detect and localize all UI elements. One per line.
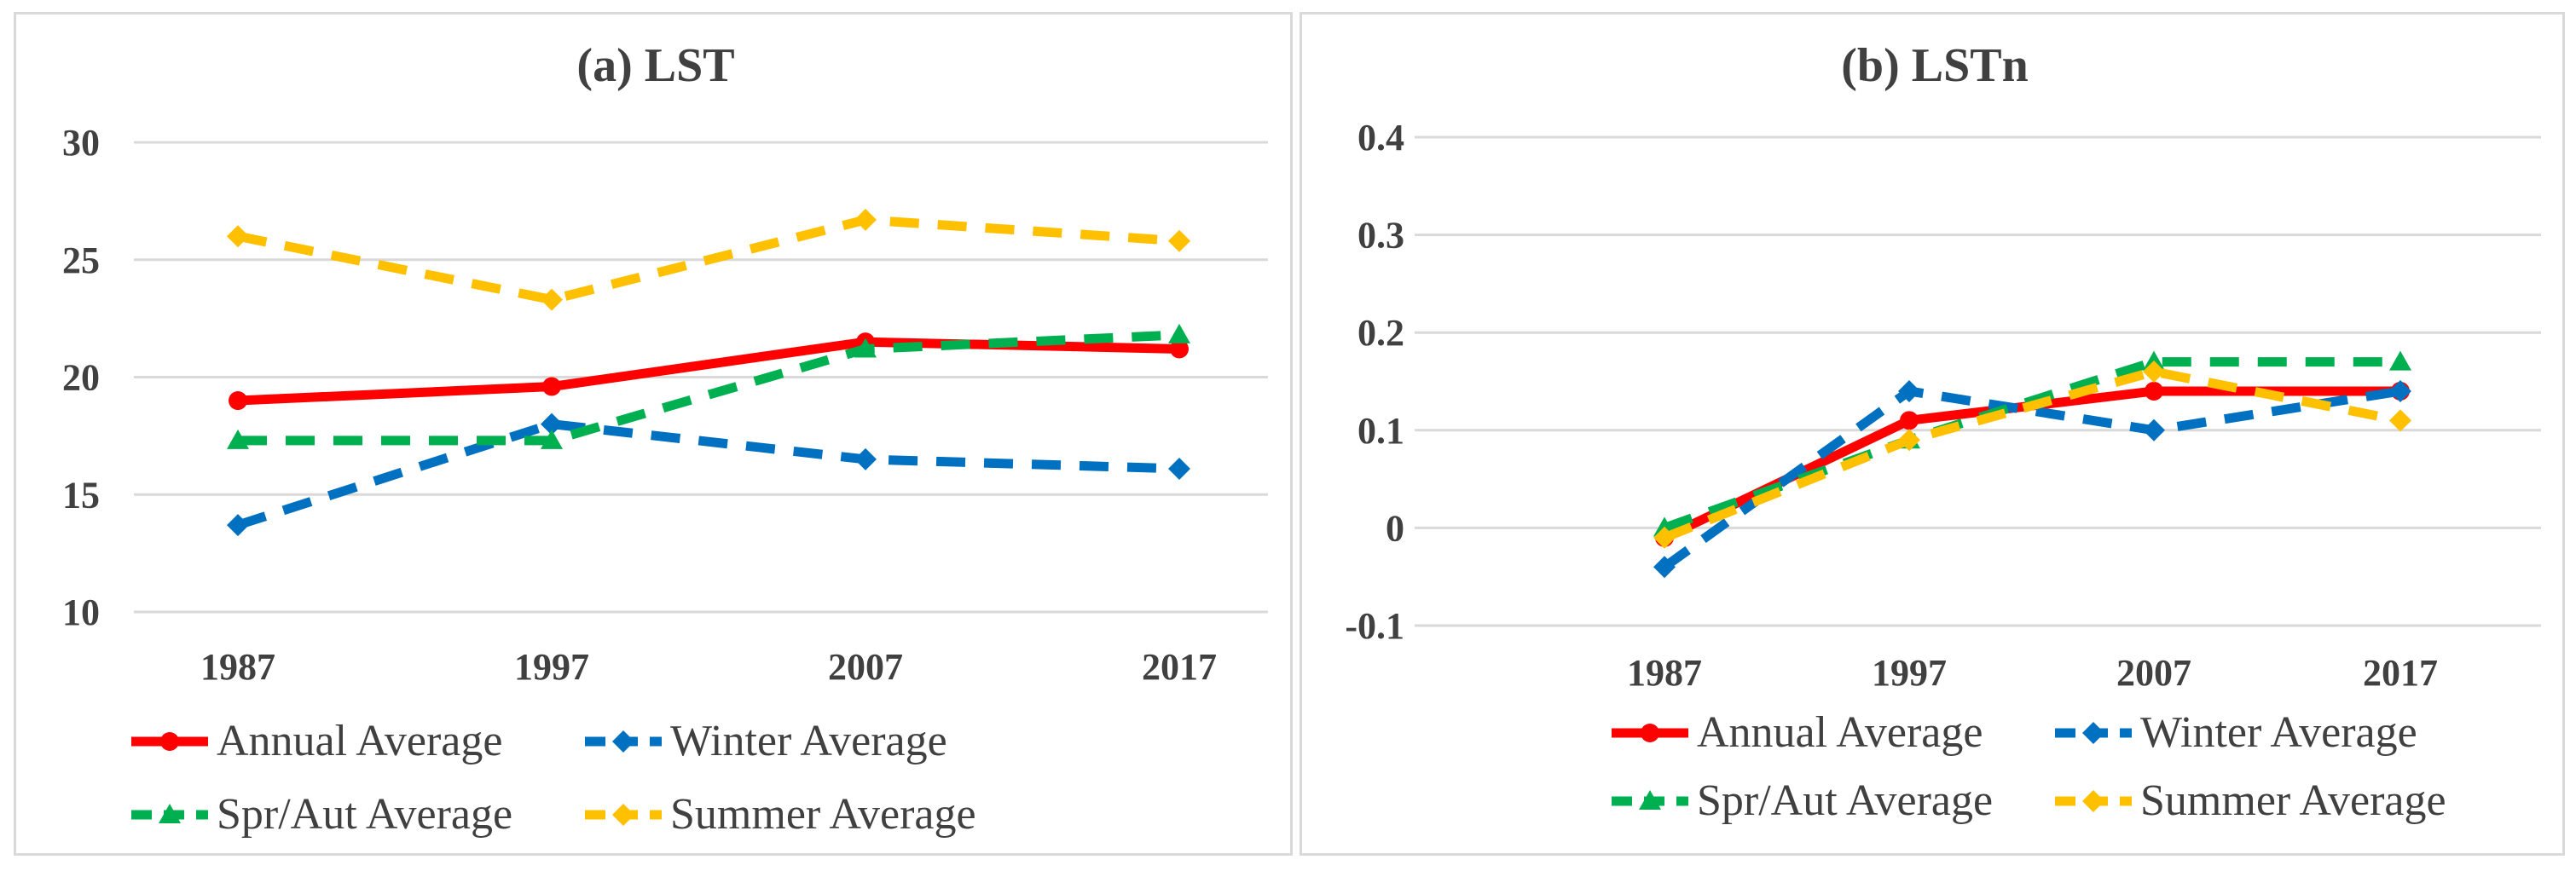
- legend-label: Summer Average: [2140, 776, 2446, 825]
- legend-marker: [2082, 790, 2104, 812]
- series-spr-aut-average: [227, 323, 1190, 449]
- data-point: [227, 225, 249, 248]
- series-spr-aut-average: [1653, 350, 2411, 537]
- x-tick-label: 1997: [514, 646, 589, 688]
- legend: Annual Average Winter Average Spr/Aut Aver…: [131, 717, 976, 839]
- legend-item: Summer Average: [585, 790, 976, 839]
- legend-item: Annual Average: [1612, 708, 1983, 757]
- series-line: [236, 215, 1180, 305]
- chart-title: (a) LST: [576, 39, 734, 92]
- y-tick-label: 30: [62, 122, 100, 164]
- y-tick-label: -0.1: [1345, 605, 1404, 647]
- legend-item: Annual Average: [131, 717, 502, 765]
- data-point: [2143, 418, 2165, 441]
- series-summer-average: [227, 208, 1190, 311]
- legend-label: Spr/Aut Average: [1697, 776, 1993, 825]
- y-tick-label: 20: [62, 357, 100, 399]
- x-tick-label: 1987: [1627, 652, 1702, 694]
- legend-marker: [1641, 724, 1659, 742]
- data-point: [227, 514, 249, 537]
- legend-item: Summer Average: [2055, 776, 2446, 825]
- data-point: [1168, 323, 1190, 343]
- data-point: [2389, 379, 2411, 402]
- legend-item: Spr/Aut Average: [131, 790, 512, 839]
- legend-marker: [612, 730, 634, 753]
- series-line: [236, 419, 1180, 530]
- data-point: [1653, 526, 1676, 549]
- y-tick-label: 0.1: [1357, 410, 1404, 452]
- data-point: [229, 391, 247, 411]
- legend-label: Annual Average: [217, 717, 502, 765]
- data-point: [541, 288, 563, 311]
- data-point: [2145, 381, 2163, 401]
- data-point: [2389, 350, 2411, 371]
- legend-item: Spr/Aut Average: [1612, 776, 1993, 825]
- series-line: [238, 330, 1180, 446]
- chart-lst: 10 15 20 25 30 1987 1997 2007 2017 Annual Average…: [62, 39, 1268, 839]
- data-point: [2143, 361, 2165, 384]
- data-point: [1898, 379, 1920, 402]
- legend-marker: [1639, 790, 1661, 810]
- x-tick-label: 2017: [2363, 652, 2438, 694]
- legend-label: Spr/Aut Average: [217, 790, 512, 839]
- x-tick-label: 1987: [200, 646, 275, 688]
- series-winter-average: [227, 413, 1190, 537]
- x-axis: 1987 1997 2007 2017: [200, 646, 1217, 688]
- series-line: [1662, 366, 2402, 542]
- data-point: [2389, 409, 2411, 432]
- chart-panel-lst: 10 15 20 25 30 1987 1997 2007 2017 Annual Average…: [14, 12, 1293, 856]
- y-tick-label: 0.2: [1357, 312, 1404, 354]
- series-summer-average: [1653, 361, 2411, 549]
- gridlines: [134, 141, 1268, 614]
- y-axis: 10 15 20 25 30: [62, 122, 100, 633]
- series-winter-average: [1653, 379, 2411, 579]
- legend-marker: [159, 804, 181, 823]
- legend-label: Winter Average: [670, 717, 947, 765]
- legend-marker: [2082, 722, 2104, 744]
- x-tick-label: 2007: [2116, 652, 2191, 694]
- y-tick-label: 15: [62, 474, 100, 516]
- chart-lstn: -0.1 0 0.1 0.2 0.3 0.4 1987 1997 2007 2017 Annual …: [1345, 39, 2541, 825]
- legend: Annual Average Winter Average Spr/Aut Aver…: [1612, 708, 2446, 825]
- y-tick-label: 10: [62, 591, 100, 633]
- data-point: [854, 447, 877, 470]
- x-tick-label: 1997: [1872, 652, 1947, 694]
- data-point: [542, 377, 561, 396]
- series-line: [1663, 357, 2400, 533]
- x-axis: 1987 1997 2007 2017: [1627, 652, 2438, 694]
- x-tick-label: 2007: [828, 646, 903, 688]
- y-axis: -0.1 0 0.1 0.2 0.3 0.4: [1345, 117, 1404, 647]
- data-point: [1170, 339, 1189, 359]
- data-point: [1168, 229, 1190, 252]
- series-line: [1661, 386, 2401, 571]
- legend-item: Winter Average: [2055, 708, 2417, 757]
- y-tick-label: 0: [1386, 507, 1404, 549]
- legend-item: Winter Average: [585, 717, 947, 765]
- chart-panel-lstn: -0.1 0 0.1 0.2 0.3 0.4 1987 1997 2007 2017 Annual …: [1300, 12, 2565, 856]
- data-point: [541, 413, 563, 436]
- legend-label: Annual Average: [1697, 708, 1983, 757]
- data-point: [1900, 411, 1919, 430]
- legend-marker: [160, 732, 179, 751]
- gridlines: [1415, 136, 2541, 627]
- data-point: [541, 429, 563, 449]
- legend-marker: [612, 804, 634, 826]
- legend-label: Winter Average: [2140, 708, 2417, 757]
- y-tick-label: 0.4: [1357, 117, 1404, 159]
- data-point: [227, 429, 249, 449]
- data-point: [1168, 457, 1190, 480]
- y-tick-label: 25: [62, 239, 100, 281]
- legend-label: Summer Average: [670, 790, 976, 839]
- x-tick-label: 2017: [1142, 646, 1217, 688]
- series-annual-average: [229, 332, 1189, 411]
- data-point: [1653, 556, 1676, 579]
- data-point: [854, 338, 877, 358]
- y-tick-label: 0.3: [1357, 215, 1404, 257]
- series-line: [233, 337, 1184, 406]
- data-point: [854, 208, 877, 231]
- data-point: [1898, 429, 1920, 452]
- chart-title: (b) LSTn: [1841, 39, 2028, 92]
